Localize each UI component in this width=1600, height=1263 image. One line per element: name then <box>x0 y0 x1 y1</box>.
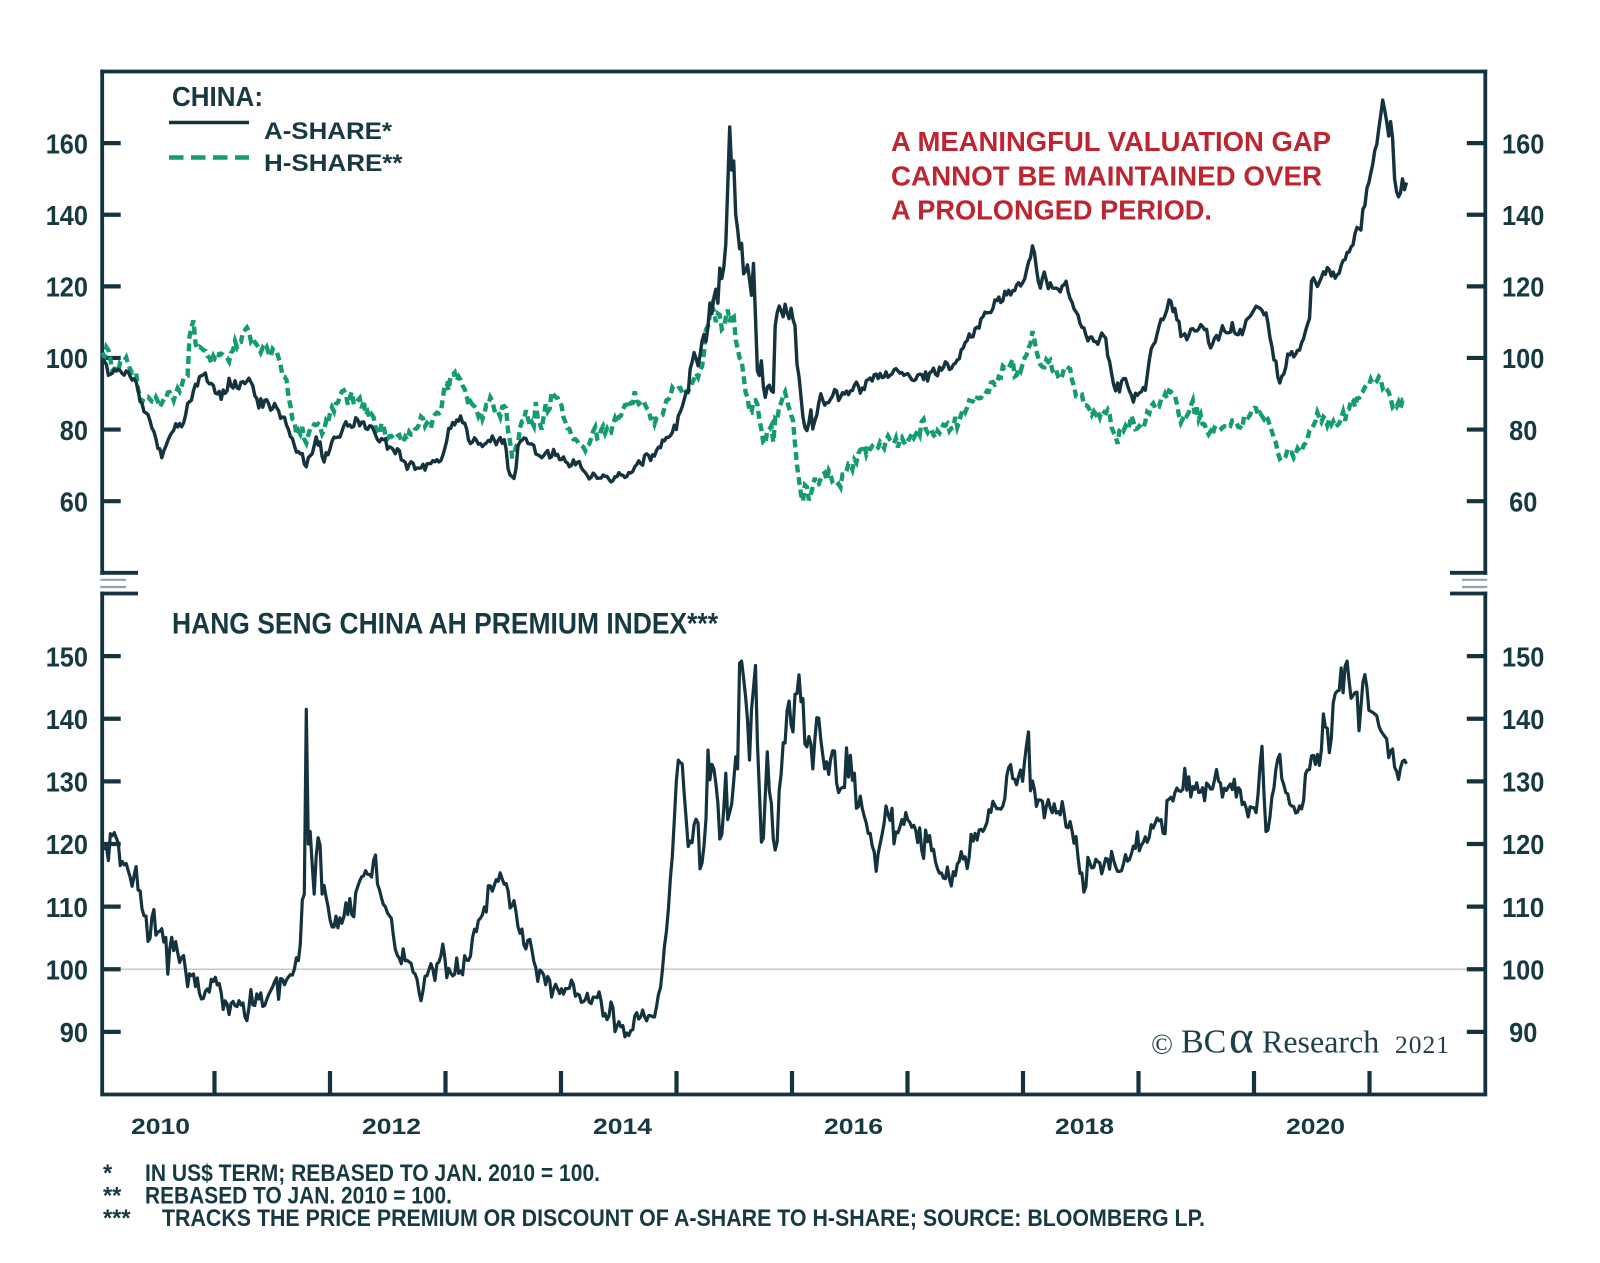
svg-text:120: 120 <box>1502 829 1544 860</box>
svg-text:CANNOT BE MAINTAINED OVER: CANNOT BE MAINTAINED OVER <box>891 160 1322 191</box>
svg-text:80: 80 <box>1509 415 1537 446</box>
svg-text:2010: 2010 <box>131 1114 190 1139</box>
svg-text:60: 60 <box>60 486 88 517</box>
svg-text:REBASED TO JAN. 2010 = 100.: REBASED TO JAN. 2010 = 100. <box>145 1184 452 1210</box>
svg-text:IN US$ TERM; REBASED TO JAN. 2: IN US$ TERM; REBASED TO JAN. 2010 = 100. <box>145 1161 600 1187</box>
svg-text:H-SHARE**: H-SHARE** <box>264 150 403 177</box>
svg-text:150: 150 <box>1502 641 1544 672</box>
svg-text:**: ** <box>103 1184 122 1210</box>
svg-text:150: 150 <box>46 641 88 672</box>
svg-text:*: * <box>103 1161 113 1187</box>
svg-text:α: α <box>1229 1012 1254 1064</box>
svg-text:140: 140 <box>1502 704 1544 735</box>
svg-text:Research: Research <box>1262 1024 1379 1060</box>
svg-text:120: 120 <box>46 272 88 303</box>
svg-text:A MEANINGFUL VALUATION GAP: A MEANINGFUL VALUATION GAP <box>891 126 1331 157</box>
svg-text:110: 110 <box>1502 892 1544 923</box>
svg-text:CHINA:: CHINA: <box>172 81 263 112</box>
svg-text:2020: 2020 <box>1286 1114 1345 1139</box>
svg-text:2016: 2016 <box>824 1114 883 1139</box>
svg-text:2012: 2012 <box>362 1114 421 1139</box>
svg-text:100: 100 <box>1502 343 1544 374</box>
svg-text:130: 130 <box>1502 767 1544 798</box>
svg-text:A-SHARE*: A-SHARE* <box>264 118 392 145</box>
svg-text:2021: 2021 <box>1395 1030 1450 1059</box>
svg-text:100: 100 <box>46 955 88 986</box>
svg-text:90: 90 <box>60 1017 88 1048</box>
svg-text:60: 60 <box>1509 486 1537 517</box>
svg-text:110: 110 <box>46 892 88 923</box>
svg-text:130: 130 <box>46 767 88 798</box>
svg-text:120: 120 <box>1502 272 1544 303</box>
svg-text:140: 140 <box>46 200 88 231</box>
svg-text:90: 90 <box>1509 1017 1537 1048</box>
svg-text:2018: 2018 <box>1055 1114 1114 1139</box>
svg-text:A PROLONGED PERIOD.: A PROLONGED PERIOD. <box>891 195 1212 226</box>
svg-text:100: 100 <box>1502 955 1544 986</box>
svg-text:140: 140 <box>1502 200 1544 231</box>
svg-text:160: 160 <box>46 128 88 159</box>
svg-text:160: 160 <box>1502 128 1544 159</box>
svg-text:100: 100 <box>46 343 88 374</box>
svg-text:2014: 2014 <box>593 1114 653 1139</box>
svg-text:©: © <box>1151 1029 1173 1061</box>
svg-text:***: *** <box>103 1206 131 1232</box>
svg-text:120: 120 <box>46 829 88 860</box>
svg-text:BC: BC <box>1181 1024 1226 1061</box>
svg-text:140: 140 <box>46 704 88 735</box>
svg-text:80: 80 <box>60 415 88 446</box>
svg-text:HANG SENG CHINA AH PREMIUM IND: HANG SENG CHINA AH PREMIUM INDEX*** <box>172 608 718 641</box>
svg-text:TRACKS THE PRICE PREMIUM OR DI: TRACKS THE PRICE PREMIUM OR DISCOUNT OF … <box>162 1206 1205 1232</box>
